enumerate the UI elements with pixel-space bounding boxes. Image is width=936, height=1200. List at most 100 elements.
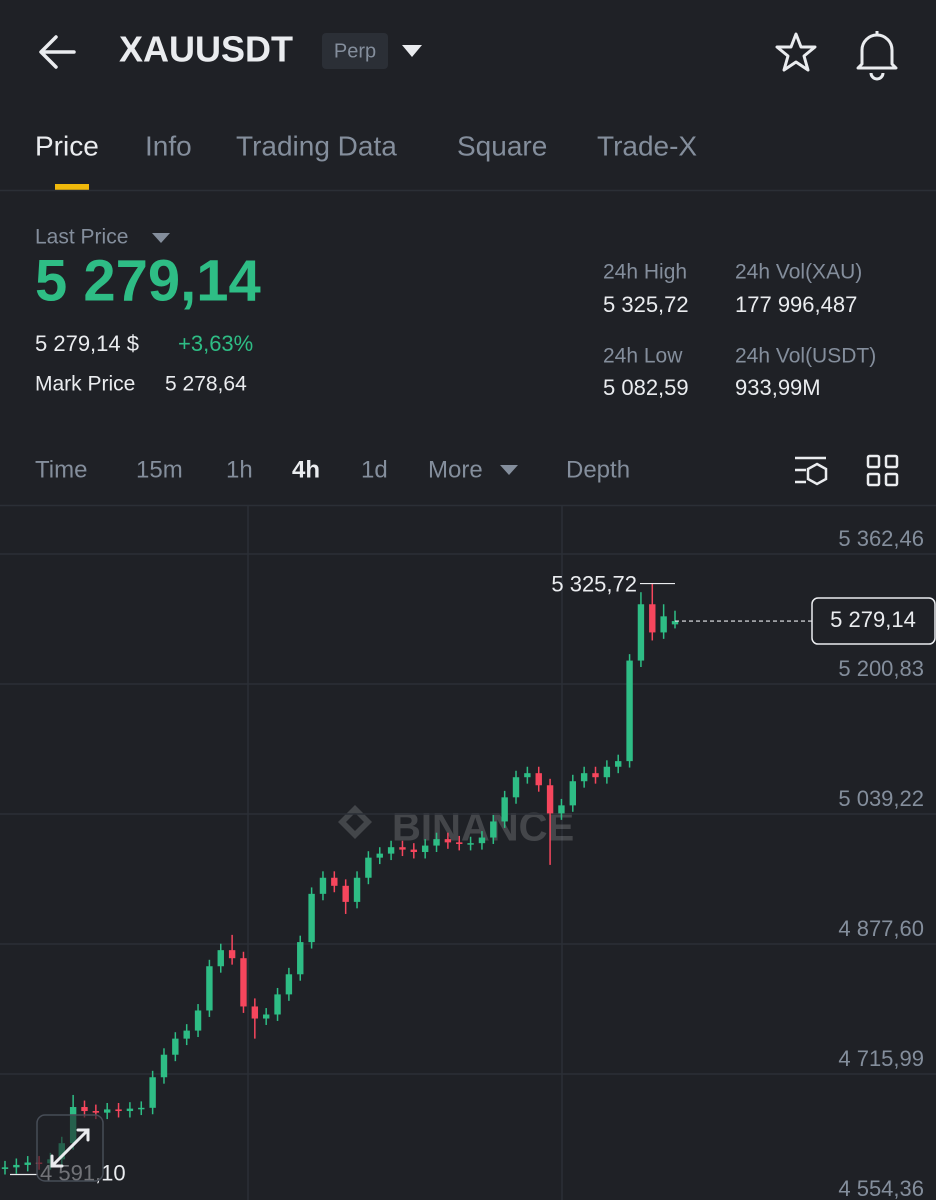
y-tick-label: 5 039,22 [838, 786, 924, 811]
y-tick-label: 4 877,60 [838, 916, 924, 941]
candle-body [671, 621, 679, 625]
candle-body [262, 1014, 270, 1019]
candle-body [319, 877, 327, 894]
layout-cell [884, 472, 899, 487]
tab[interactable]: Info [145, 130, 192, 161]
candle-body [490, 821, 497, 838]
candle-body [433, 839, 440, 846]
badge-bg [322, 33, 388, 69]
interval[interactable]: Depth [566, 456, 630, 483]
candle-body [217, 950, 224, 967]
candle-body [251, 1006, 259, 1019]
symbol-dropdown[interactable] [402, 45, 422, 57]
mark-price-label: Mark Price [35, 373, 135, 396]
candle-body [160, 1054, 168, 1078]
badge: Perp [334, 40, 376, 62]
candle-body [297, 942, 304, 975]
y-tick-label: 4 554,36 [838, 1176, 924, 1200]
y-tick-label: 4 715,99 [838, 1046, 924, 1071]
expand-icon [50, 1128, 90, 1168]
tab[interactable]: Price [35, 130, 99, 161]
price-change: +3,63% [178, 331, 253, 356]
candle-body [92, 1111, 100, 1113]
candle-body [376, 853, 383, 858]
high-marker-label: 5 325,72 [551, 571, 637, 596]
y-tick-label: 5 362,46 [838, 526, 924, 551]
y-tick-label: 5 200,83 [838, 656, 924, 681]
settings-lines [795, 456, 826, 484]
candle-body [13, 1164, 20, 1168]
settings-hex [806, 462, 828, 486]
candle-body [580, 773, 588, 782]
candle-body [81, 1107, 88, 1112]
interval[interactable]: 1d [361, 456, 388, 483]
tab[interactable]: Trade-X [597, 130, 697, 161]
candle-body [649, 604, 656, 633]
candle-body [115, 1109, 122, 1112]
interval[interactable]: 4h [292, 456, 320, 483]
candle-body [104, 1109, 111, 1113]
tab[interactable]: Square [457, 130, 547, 161]
candle-body [558, 805, 565, 814]
candle-body [637, 604, 645, 661]
last-price-box [811, 597, 936, 645]
indicator-settings[interactable] [795, 456, 828, 486]
interval[interactable]: Time [35, 456, 87, 483]
candle-body [342, 885, 349, 902]
tab-indicator [55, 184, 89, 190]
stat-value: 5 082,59 [603, 375, 689, 400]
candle-body [285, 974, 293, 995]
candle-body [603, 766, 611, 778]
candle-body [512, 777, 520, 798]
interval[interactable]: More [428, 456, 483, 483]
candle-body [456, 842, 463, 844]
last-price-label[interactable]: Last Price [35, 226, 128, 249]
candle-body [331, 877, 338, 886]
candle-body [467, 843, 474, 845]
symbol[interactable]: XAUUSDT [119, 29, 293, 70]
layout-button[interactable] [866, 454, 899, 487]
candle-body [194, 1010, 202, 1031]
candle-body [353, 877, 361, 902]
stat-label: 24h Low [603, 345, 683, 368]
alert-button[interactable] [856, 31, 898, 81]
candle-body [240, 958, 247, 1007]
interval[interactable]: 1h [226, 456, 253, 483]
layout-cell [866, 454, 881, 469]
candle-body [183, 1030, 190, 1039]
favorite-button[interactable] [775, 32, 817, 72]
stat-label: 24h Vol(XAU) [735, 261, 862, 284]
mark-price: 5 278,64 [165, 373, 247, 396]
candle-body [410, 849, 418, 853]
candle-body [138, 1107, 145, 1110]
stat-value: 933,99M [735, 375, 821, 400]
usd-price: 5 279,14 $ [35, 331, 139, 356]
candle-body [546, 785, 554, 814]
candle-body [365, 857, 372, 878]
candle-body [228, 950, 236, 959]
candle-body [501, 797, 508, 822]
layout-cell [884, 454, 899, 469]
more-dropdown[interactable] [500, 465, 518, 475]
candle-body [274, 994, 281, 1015]
back-button[interactable] [39, 35, 76, 69]
bell-clapper [869, 72, 885, 81]
expand-button[interactable] [36, 1114, 104, 1182]
candle-body [444, 839, 452, 843]
candle-body [524, 773, 531, 778]
layout-cell [866, 472, 881, 487]
bell [856, 33, 898, 70]
candle-body [149, 1077, 156, 1108]
candle-body [592, 773, 599, 778]
candle-body [535, 773, 542, 786]
tab[interactable]: Trading Data [236, 130, 397, 161]
stat-value: 5 325,72 [603, 292, 689, 317]
stat-label: 24h High [603, 261, 687, 284]
candle-body [1, 1167, 9, 1169]
candle-body [126, 1108, 134, 1112]
interval[interactable]: 15m [136, 456, 183, 483]
candle-body [478, 837, 486, 844]
candle-body [308, 893, 315, 943]
last-price-dropdown[interactable] [152, 233, 170, 243]
